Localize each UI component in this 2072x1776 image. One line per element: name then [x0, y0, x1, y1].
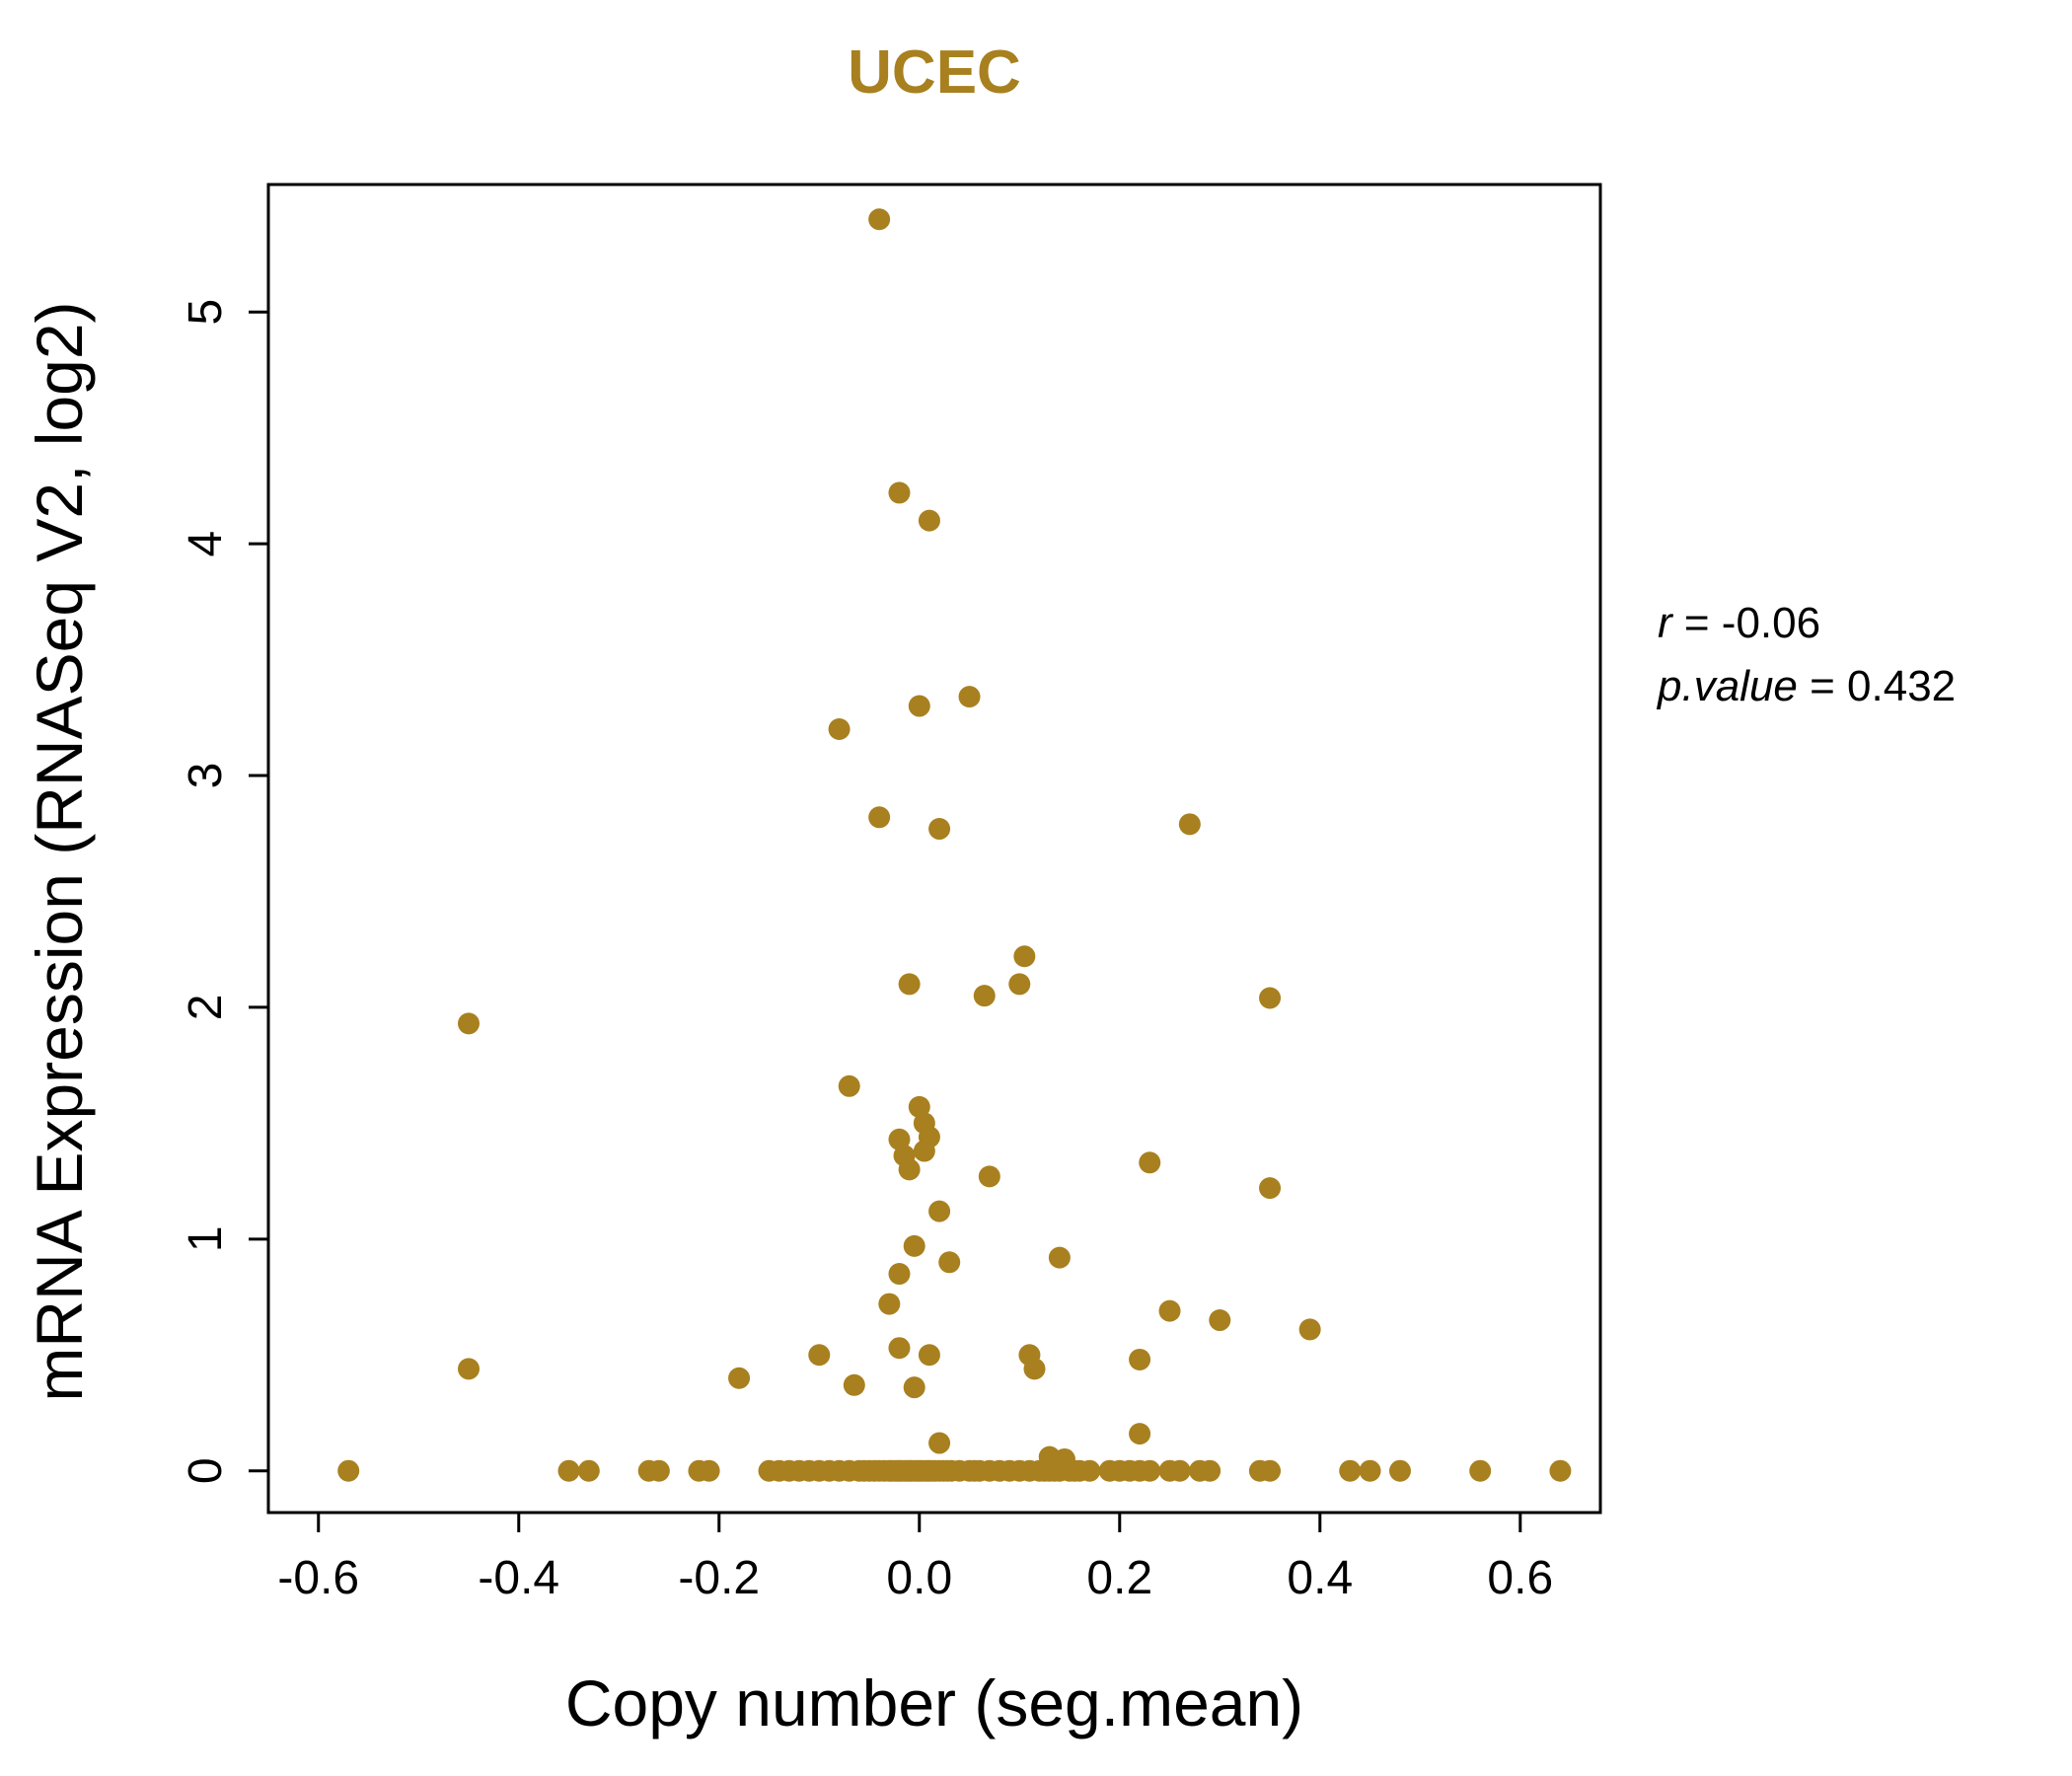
- annotation-r-line: r = -0.06: [1658, 592, 1956, 655]
- data-point: [337, 1459, 360, 1482]
- data-point: [973, 985, 996, 1007]
- data-point: [1048, 1246, 1071, 1269]
- y-tick-label: 1: [180, 1225, 232, 1252]
- chart-title: UCEC: [848, 38, 1021, 107]
- x-tick-label: 0.0: [886, 1552, 952, 1604]
- data-point: [808, 1344, 831, 1367]
- annotation-p-label: p.value: [1658, 661, 1798, 710]
- data-point: [1339, 1459, 1362, 1482]
- data-point: [828, 718, 851, 741]
- y-tick-label: 2: [180, 995, 232, 1021]
- annotation-p-line: p.value = 0.432: [1658, 655, 1956, 718]
- data-point: [868, 208, 891, 231]
- data-point: [888, 1337, 911, 1360]
- x-axis-title: Copy number (seg.mean): [564, 1666, 1304, 1739]
- data-point: [1139, 1151, 1161, 1174]
- data-point: [1168, 1459, 1191, 1482]
- data-point: [898, 1158, 921, 1181]
- data-point: [557, 1459, 580, 1482]
- data-point: [647, 1459, 670, 1482]
- data-point: [1549, 1459, 1572, 1482]
- data-point: [888, 481, 911, 504]
- data-point: [1469, 1459, 1492, 1482]
- data-point: [577, 1459, 600, 1482]
- data-point: [838, 1074, 860, 1097]
- data-point: [458, 1012, 481, 1035]
- data-point: [928, 1200, 951, 1222]
- data-point: [728, 1367, 751, 1389]
- data-point: [938, 1251, 961, 1274]
- correlation-annotation: r = -0.06 p.value = 0.432: [1658, 592, 1956, 718]
- data-point: [908, 695, 930, 717]
- data-point: [918, 1344, 940, 1367]
- data-point: [928, 818, 951, 841]
- data-point: [1129, 1423, 1151, 1445]
- annotation-r-value: = -0.06: [1671, 599, 1821, 647]
- data-point: [913, 1140, 935, 1162]
- data-point: [888, 1263, 911, 1286]
- data-point: [1199, 1459, 1221, 1482]
- data-point: [1023, 1358, 1046, 1380]
- annotation-p-value: = 0.432: [1797, 661, 1957, 710]
- x-tick-label: -0.4: [478, 1552, 559, 1604]
- data-point: [1008, 973, 1031, 996]
- data-point: [1359, 1459, 1381, 1482]
- data-point: [978, 1165, 1000, 1188]
- y-tick-label: 5: [180, 299, 232, 326]
- y-axis-title: mRNA Expression (RNASeq V2, log2): [23, 301, 96, 1402]
- x-tick-label: -0.2: [678, 1552, 760, 1604]
- data-point: [958, 686, 981, 708]
- data-point: [1388, 1459, 1411, 1482]
- data-point: [1298, 1318, 1321, 1341]
- data-point: [928, 1432, 951, 1454]
- y-tick-label: 3: [180, 763, 232, 789]
- data-point: [868, 806, 891, 829]
- data-point: [1158, 1299, 1181, 1322]
- data-point: [1178, 813, 1201, 836]
- data-point: [1013, 945, 1036, 968]
- annotation-r-label: r: [1658, 599, 1672, 647]
- data-point: [903, 1234, 925, 1257]
- data-point: [1259, 1177, 1282, 1200]
- data-point: [1078, 1459, 1101, 1482]
- data-point: [878, 1293, 901, 1315]
- x-tick-label: -0.6: [277, 1552, 359, 1604]
- plot-frame: [266, 183, 1602, 1515]
- data-point: [1259, 987, 1282, 1009]
- data-point: [1209, 1309, 1231, 1332]
- x-tick-label: 0.4: [1287, 1552, 1353, 1604]
- x-tick-label: 0.2: [1086, 1552, 1152, 1604]
- data-point: [1129, 1348, 1151, 1370]
- data-point: [843, 1373, 865, 1396]
- y-tick-label: 4: [180, 531, 232, 557]
- data-point: [458, 1358, 481, 1380]
- data-point: [1259, 1459, 1282, 1482]
- data-point: [918, 509, 940, 532]
- data-point: [1139, 1459, 1161, 1482]
- x-tick-label: 0.6: [1487, 1552, 1553, 1604]
- data-point: [903, 1376, 925, 1399]
- data-point: [698, 1459, 720, 1482]
- data-point: [898, 973, 921, 996]
- y-tick-label: 0: [180, 1457, 232, 1484]
